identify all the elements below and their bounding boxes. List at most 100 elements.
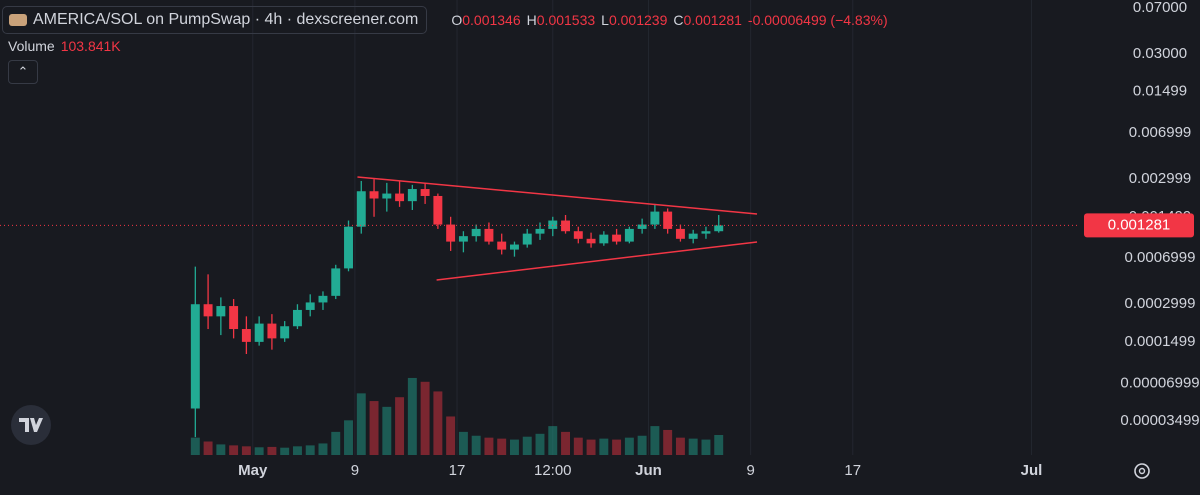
last-price-label: 0.001281 xyxy=(1108,216,1171,233)
volume-bar xyxy=(267,446,277,455)
volume-bar xyxy=(190,437,200,455)
candle-body xyxy=(637,224,647,229)
candle-body xyxy=(305,302,315,310)
header: AMERICA/SOL on PumpSwap · 4h · dexscreen… xyxy=(2,6,888,34)
candle-body xyxy=(548,220,558,229)
candle-body xyxy=(216,306,226,317)
overlays xyxy=(0,176,1080,281)
volume-bar xyxy=(675,437,685,455)
volume-bar xyxy=(471,435,481,455)
grid xyxy=(252,0,1032,455)
volume-bar xyxy=(522,436,532,455)
volume-bar xyxy=(280,447,290,455)
candle-body xyxy=(522,233,532,245)
ohlc-value: 0.001533 xyxy=(536,12,596,28)
volume-bar xyxy=(599,438,609,455)
candle-body xyxy=(471,228,481,237)
candle-body xyxy=(586,238,596,244)
ohlc-change: -0.00006499 (−4.83%) xyxy=(747,12,888,28)
y-tick-label: 0.006999 xyxy=(1129,124,1192,141)
candle-body xyxy=(458,236,468,242)
volume-bar xyxy=(216,444,226,455)
candle-body xyxy=(599,234,609,244)
candle-body xyxy=(318,295,328,303)
volume-bar xyxy=(484,437,494,455)
candle-body xyxy=(344,226,353,269)
ohlc-key: C xyxy=(673,12,684,28)
volume-bar xyxy=(356,393,366,455)
candle-body xyxy=(573,231,583,239)
settings-icon[interactable] xyxy=(1134,463,1150,479)
collapse-button[interactable]: ⌃ xyxy=(8,60,38,84)
volume-bar xyxy=(714,434,724,455)
x-tick-label: 9 xyxy=(351,462,359,479)
x-tick-label: May xyxy=(238,462,268,479)
volume-bar xyxy=(548,426,558,455)
volume-bar xyxy=(535,433,545,455)
volume-bar xyxy=(586,439,596,455)
volume-bar xyxy=(573,437,583,455)
volume-bar xyxy=(305,445,315,455)
symbol-icon xyxy=(9,14,27,26)
ohlc-key: L xyxy=(601,12,609,28)
candle-body xyxy=(267,323,277,339)
candle-body xyxy=(701,231,711,234)
candle-body xyxy=(535,228,545,234)
volume-bar xyxy=(458,431,468,455)
y-tick-label: 0.00003499 xyxy=(1120,412,1199,429)
ohlc-value: 0.001239 xyxy=(608,12,668,28)
candle-body xyxy=(714,225,724,232)
volume-bar xyxy=(241,446,251,455)
volume-bar xyxy=(624,437,634,455)
candle-body xyxy=(612,234,622,242)
last-price-tag xyxy=(1084,213,1194,238)
candle-body xyxy=(395,193,405,202)
candle-body xyxy=(331,268,341,296)
candle-body xyxy=(561,220,570,232)
candle-body xyxy=(382,193,392,199)
x-tick-label: Jul xyxy=(1021,462,1043,479)
volume-bar xyxy=(650,426,660,455)
volume-value: 103.841K xyxy=(60,38,121,54)
volume-bar xyxy=(229,445,239,455)
volume-bar xyxy=(420,381,430,455)
candle-body xyxy=(356,191,366,227)
volume-bar xyxy=(407,377,417,455)
ohlc-value: 0.001281 xyxy=(683,12,742,28)
volume-legend: Volume 103.841K xyxy=(8,38,121,54)
candle-body xyxy=(203,304,213,317)
volume-bar xyxy=(446,416,456,455)
ohlc-key: H xyxy=(526,12,537,28)
candle-body xyxy=(229,306,239,330)
y-tick-label: 0.0002999 xyxy=(1125,295,1196,312)
y-tick-label: 0.00006999 xyxy=(1120,374,1199,391)
volume-bar xyxy=(497,438,507,455)
x-tick-label: Jun xyxy=(635,462,662,479)
volume-bar xyxy=(663,429,673,455)
y-tick-label: 0.0006999 xyxy=(1125,249,1196,266)
volume-bar xyxy=(701,439,711,455)
volume-bar xyxy=(331,431,341,455)
volume-bar xyxy=(561,431,570,455)
volume-bar xyxy=(344,420,353,455)
volume-bar xyxy=(203,441,213,455)
candle-body xyxy=(446,224,456,242)
candle-body xyxy=(292,309,302,327)
volume-bar xyxy=(369,401,379,455)
ohlc-value: 0.001346 xyxy=(462,12,521,28)
trendline xyxy=(357,176,758,215)
volume-bar xyxy=(510,439,519,455)
y-tick-label: 0.002999 xyxy=(1129,170,1192,187)
y-tick-label: 0.03000 xyxy=(1133,45,1187,62)
candle-body xyxy=(241,329,251,342)
candle-body xyxy=(624,228,634,242)
ohlc-legend: O 0.001346 H 0.001533 L 0.001239 C 0.001281 … xyxy=(445,12,887,28)
symbol-box[interactable]: AMERICA/SOL on PumpSwap · 4h · dexscreen… xyxy=(2,6,428,34)
candle-body xyxy=(407,189,417,202)
candle-body xyxy=(420,189,430,196)
volume-bar xyxy=(382,406,392,455)
candle-body xyxy=(280,326,290,339)
tradingview-logo[interactable] xyxy=(11,405,51,445)
candle-body xyxy=(650,211,660,225)
